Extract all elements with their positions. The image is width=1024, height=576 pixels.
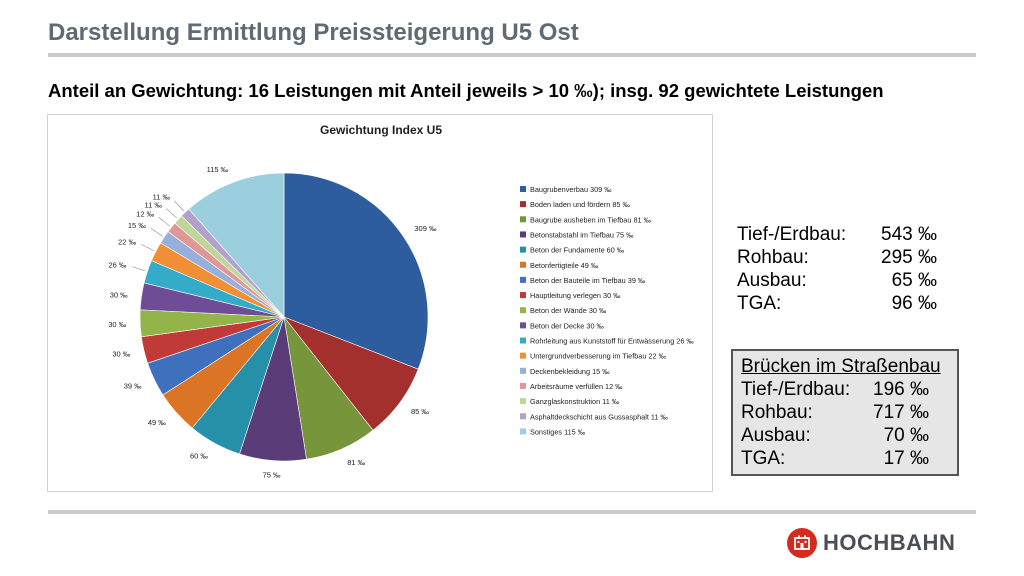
hochbahn-logo: HOCHBAHN: [787, 526, 955, 560]
slice-leader-line: [141, 244, 155, 251]
legend-entry: Beton der Fundamente 60 ‰: [530, 246, 625, 255]
hochbahn-logo-icon: [787, 528, 817, 558]
legend-entry: Untergrundverbesserung im Tiefbau 22 ‰: [530, 352, 667, 361]
slice-data-label: 30 ‰: [112, 349, 130, 358]
slice-leader-line: [158, 217, 170, 227]
slice-data-label: 11 ‰: [153, 192, 171, 201]
bridges-row-tga: TGA: 17 ‰: [741, 447, 949, 470]
legend-swatch: [520, 216, 526, 223]
legend-swatch: [520, 186, 526, 192]
bridges-label: Rohbau:: [741, 402, 813, 423]
legend-entry: Boden laden und fördern 85 ‰: [530, 200, 631, 209]
legend-swatch: [520, 261, 526, 268]
legend-swatch: [520, 322, 526, 329]
bridges-title: Brücken im Straßenbau: [741, 356, 941, 377]
slice-data-label: 15 ‰: [128, 221, 146, 230]
legend-entry: Hauptleitung verlegen 30 ‰: [530, 291, 621, 300]
slice-leader-line: [150, 228, 163, 237]
summary-row-rohbau: Rohbau: 295 ‰: [737, 246, 937, 269]
legend-entry: Baugrube ausheben im Tiefbau 81 ‰: [530, 215, 652, 224]
legend-swatch: [520, 352, 526, 359]
summary-row-ausbau: Ausbau: 65 ‰: [737, 269, 937, 292]
slice-leader-line: [166, 208, 177, 219]
slice-data-label: 60 ‰: [190, 451, 208, 460]
legend-entry: Beton der Decke 30 ‰: [530, 321, 605, 330]
bridges-row-ausbau: Ausbau: 70 ‰: [741, 424, 949, 447]
legend-swatch: [520, 231, 526, 238]
summary-label: Rohbau:: [737, 247, 809, 268]
bridges-value: 196 ‰: [873, 379, 929, 400]
slice-data-label: 81 ‰: [347, 458, 365, 467]
page-title: Darstellung Ermittlung Preissteigerung U…: [48, 19, 579, 46]
legend-swatch: [520, 413, 526, 420]
legend-entry: Beton der Wände 30 ‰: [530, 306, 607, 315]
slice-leader-line: [132, 266, 146, 272]
bridges-value: 17 ‰: [883, 448, 929, 469]
slice-data-label: 39 ‰: [124, 382, 142, 391]
slice-data-label: 11 ‰: [145, 201, 163, 210]
slice-leader-line: [173, 200, 184, 212]
logo-text: HOCHBAHN: [823, 530, 956, 555]
summary-table: Tief-/Erdbau: 543 ‰ Rohbau: 295 ‰ Ausbau…: [737, 223, 937, 315]
summary-row-tief: Tief-/Erdbau: 543 ‰: [737, 223, 937, 246]
legend-entry: Deckenbekleidung 15 ‰: [530, 367, 610, 376]
summary-value: 295 ‰: [881, 247, 937, 268]
legend-swatch: [520, 292, 526, 299]
legend-entry: Ganzglaskonstruktion 11 ‰: [530, 397, 620, 406]
slice-data-label: 115 ‰: [207, 165, 229, 174]
legend-entry: Arbeitsräume verfüllen 12 ‰: [530, 382, 623, 391]
bridges-row-tief: Tief-/Erdbau: 196 ‰: [741, 378, 949, 401]
bottom-divider: [48, 510, 976, 514]
legend-swatch: [520, 428, 526, 435]
slice-data-label: 30 ‰: [108, 320, 126, 329]
pie-chart: Gewichtung Index U5 309 ‰ 85 ‰ 81 ‰ 75 ‰ 60 …: [108, 123, 694, 480]
legend-swatch: [520, 276, 526, 283]
pie-chart-panel: Gewichtung Index U5 309 ‰ 85 ‰ 81 ‰ 75 ‰ 60 …: [47, 114, 713, 492]
bridges-value: 70 ‰: [883, 425, 929, 446]
slice-data-label: 49 ‰: [148, 418, 166, 427]
slice-data-label: 26 ‰: [109, 261, 127, 270]
bridges-label: Ausbau:: [741, 425, 811, 446]
legend-entry: Baugrubenverbau 309 ‰: [530, 185, 612, 194]
pie-slice: [188, 172, 285, 318]
legend-entry: Rohrleitung aus Kunststoff für Entwässer…: [530, 337, 694, 346]
bridges-label: Tief-/Erdbau:: [741, 379, 851, 400]
legend-swatch: [520, 398, 526, 405]
bridges-value: 717 ‰: [873, 402, 929, 423]
slice-data-label: 75 ‰: [263, 471, 281, 480]
bridges-label: TGA:: [741, 448, 786, 469]
summary-label: Ausbau:: [737, 270, 807, 291]
legend-swatch: [520, 201, 526, 208]
summary-value: 65 ‰: [891, 270, 937, 291]
legend-swatch: [520, 367, 526, 374]
top-divider: [48, 53, 976, 57]
slice-data-label: 309 ‰: [414, 224, 437, 233]
legend-entry: Betonstabstahl im Tiefbau 75 ‰: [530, 230, 634, 239]
summary-value: 543 ‰: [881, 224, 937, 245]
pie-slice: [283, 172, 429, 370]
slice-data-label: 12 ‰: [136, 210, 154, 219]
summary-label: Tief-/Erdbau:: [737, 224, 847, 245]
slice-data-label: 85 ‰: [411, 407, 429, 416]
legend-entry: Betonfertigteile 49 ‰: [530, 261, 599, 270]
legend-entry: Asphaltdeckschicht aus Gussasphalt 11 ‰: [530, 412, 668, 421]
summary-label: TGA:: [737, 293, 782, 314]
slice-data-label: 30 ‰: [110, 290, 128, 299]
legend-swatch: [520, 337, 526, 344]
legend-entry: Sonstiges 115 ‰: [530, 427, 586, 436]
page-subtitle: Anteil an Gewichtung: 16 Leistungen mit …: [48, 80, 884, 101]
summary-value: 96 ‰: [891, 293, 937, 314]
bridges-box: Brücken im Straßenbau Tief-/Erdbau: 196 …: [731, 349, 959, 476]
bridges-row-rohbau: Rohbau: 717 ‰: [741, 401, 949, 424]
legend-entry: Beton der Bauteile im Tiefbau 39 ‰: [530, 276, 646, 285]
summary-row-tga: TGA: 96 ‰: [737, 292, 937, 315]
chart-title: Gewichtung Index U5: [320, 123, 442, 137]
legend-swatch: [520, 382, 526, 389]
legend-swatch: [520, 307, 526, 314]
legend-swatch: [520, 246, 526, 253]
slice-data-label: 22 ‰: [118, 238, 136, 247]
